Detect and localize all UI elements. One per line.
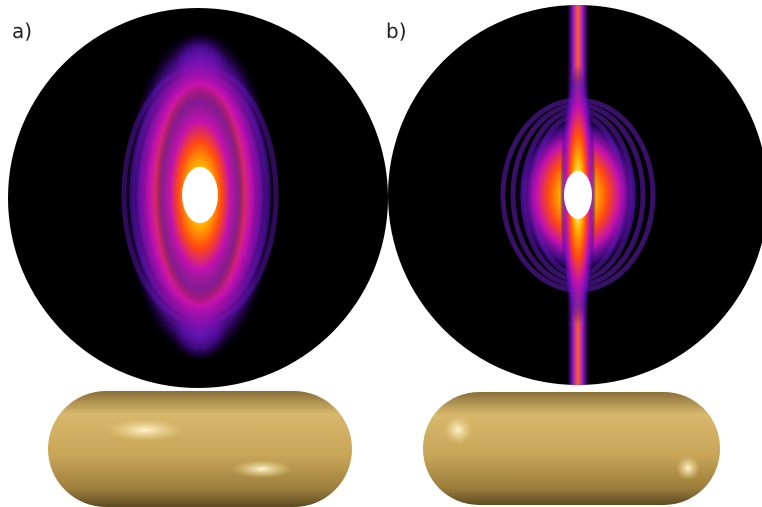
panel-label: b) [386, 19, 407, 43]
highlight [232, 460, 292, 478]
highlight [676, 456, 700, 480]
highlight [107, 419, 183, 441]
highlight [444, 416, 472, 444]
diffraction-pattern [124, 30, 276, 360]
nanorod [48, 391, 352, 507]
figure: a) b) [0, 0, 762, 507]
panel-label: a) [12, 19, 32, 43]
nanorod [423, 392, 720, 505]
